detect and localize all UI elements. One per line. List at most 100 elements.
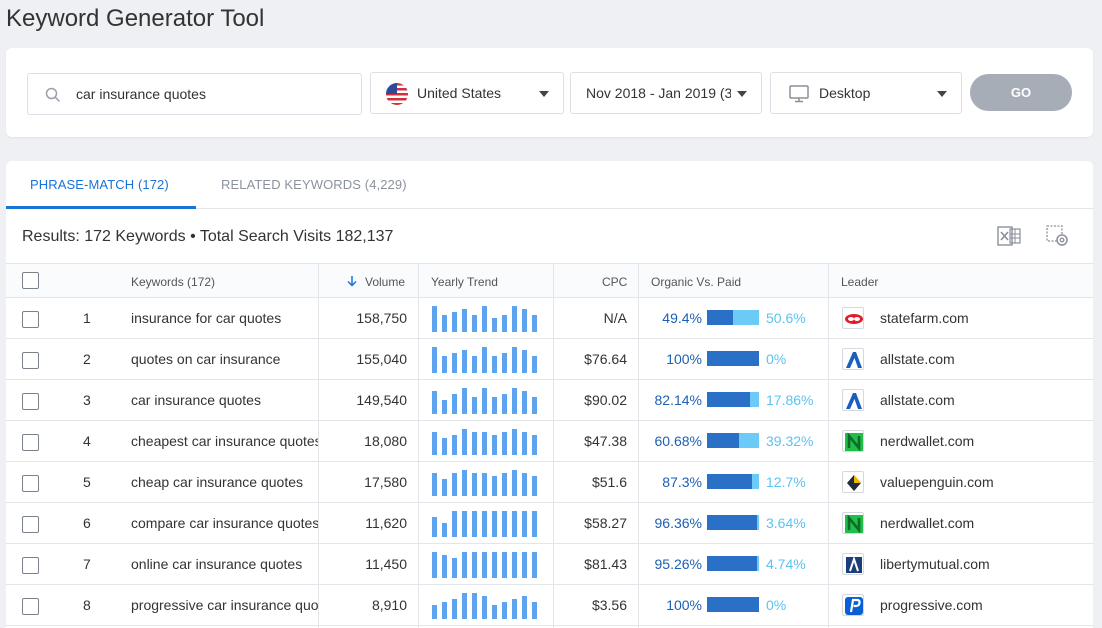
column-header-organic-paid[interactable]: Organic Vs. Paid (651, 275, 742, 289)
cpc-value: $81.43 (584, 556, 627, 572)
trend-bar (482, 473, 487, 496)
keyword-link[interactable]: online car insurance quotes (131, 556, 303, 572)
table-header: Keywords (172) Volume Yearly Trend CPC O… (6, 263, 1093, 298)
column-header-cpc[interactable]: CPC (602, 275, 628, 289)
tab-related-keywords[interactable]: RELATED KEYWORDS (4,229) (221, 177, 407, 192)
trend-bar (432, 391, 437, 414)
table-row[interactable]: 2 quotes on car insurance 155,040 $76.64 100… (6, 339, 1093, 380)
row-checkbox[interactable] (22, 598, 39, 615)
paid-share-bar (733, 310, 759, 325)
keyword-link[interactable]: quotes on car insurance (131, 351, 281, 367)
paid-percent: 0% (766, 597, 787, 613)
country-select[interactable]: United States (370, 72, 564, 114)
organic-share-bar (707, 351, 759, 366)
keyword-link[interactable]: cheap car insurance quotes (131, 474, 303, 490)
row-checkbox[interactable] (22, 311, 39, 328)
trend-bar (512, 347, 517, 373)
trend-bar (442, 400, 447, 414)
tab-phrase-match[interactable]: PHRASE-MATCH (172) (30, 177, 169, 192)
trend-bar (532, 397, 537, 414)
table-settings-icon[interactable] (1046, 224, 1070, 248)
trend-bar (442, 356, 447, 373)
keyword-link[interactable]: insurance for car quotes (131, 310, 282, 326)
volume-value: 17,580 (364, 474, 407, 490)
trend-bar (492, 435, 497, 455)
trend-bar (452, 511, 457, 537)
trend-bar (432, 347, 437, 373)
trend-bar (462, 388, 467, 414)
organic-percent: 49.4% (662, 310, 702, 326)
row-checkbox[interactable] (22, 393, 39, 410)
valuepenguin-logo-icon (842, 471, 864, 493)
leader-domain-link[interactable]: progressive.com (880, 597, 983, 613)
yearly-trend-sparkline (432, 306, 537, 332)
leader-domain-link[interactable]: valuepenguin.com (880, 474, 994, 490)
table-row[interactable]: 6 compare car insurance quotes 11,620 $58.2… (6, 503, 1093, 544)
leader-domain-link[interactable]: nerdwallet.com (880, 433, 975, 449)
keyword-search-box[interactable] (27, 73, 362, 115)
trend-bar (512, 306, 517, 332)
allstate-logo-icon (842, 389, 864, 411)
trend-bar (522, 596, 527, 619)
leader-domain-link[interactable]: allstate.com (880, 351, 955, 367)
trend-bar (512, 552, 517, 578)
row-checkbox[interactable] (22, 352, 39, 369)
leader-domain-link[interactable]: libertymutual.com (880, 556, 990, 572)
organic-percent: 100% (666, 597, 702, 613)
row-number: 7 (83, 556, 91, 572)
trend-bar (492, 511, 497, 537)
progressive-logo-icon (842, 594, 864, 616)
trend-bar (432, 605, 437, 619)
trend-bar (512, 388, 517, 414)
keyword-link[interactable]: cheapest car insurance quotes (131, 433, 319, 449)
table-row[interactable]: 8 progressive car insurance quotes 8,910 $3… (6, 585, 1093, 626)
result-tabs: PHRASE-MATCH (172) RELATED KEYWORDS (4,2… (6, 161, 1093, 209)
table-row[interactable]: 4 cheapest car insurance quotes 18,080 $47.… (6, 421, 1093, 462)
chevron-down-icon (937, 91, 947, 97)
date-range-select[interactable]: Nov 2018 - Jan 2019 (3 months) (570, 72, 762, 114)
table-row[interactable]: 7 online car insurance quotes 11,450 $81.43… (6, 544, 1093, 585)
column-divider (418, 263, 419, 628)
trend-bar (522, 309, 527, 332)
trend-bar (502, 602, 507, 619)
trend-bar (522, 350, 527, 373)
leader-domain-link[interactable]: allstate.com (880, 392, 955, 408)
sort-down-arrow-icon[interactable] (346, 275, 358, 287)
search-panel: United States Nov 2018 - Jan 2019 (3 mon… (6, 48, 1093, 137)
keyword-link[interactable]: compare car insurance quotes (131, 515, 319, 531)
yearly-trend-sparkline (432, 388, 537, 414)
cpc-value: $58.27 (584, 515, 627, 531)
yearly-trend-sparkline (432, 511, 537, 537)
row-checkbox[interactable] (22, 516, 39, 533)
yearly-trend-sparkline (432, 429, 537, 455)
leader-domain-link[interactable]: statefarm.com (880, 310, 969, 326)
paid-percent: 39.32% (766, 433, 814, 449)
column-header-volume[interactable]: Volume (365, 275, 406, 289)
keyword-search-input[interactable] (76, 83, 356, 105)
trend-bar (432, 432, 437, 455)
trend-bar (462, 309, 467, 332)
yearly-trend-sparkline (432, 347, 537, 373)
table-row[interactable]: 5 cheap car insurance quotes 17,580 $51.6 87… (6, 462, 1093, 503)
organic-share-bar (707, 597, 759, 612)
device-select[interactable]: Desktop (770, 72, 962, 114)
keyword-link[interactable]: car insurance quotes (131, 392, 261, 408)
trend-bar (482, 388, 487, 414)
trend-bar (472, 593, 477, 619)
select-all-checkbox[interactable] (22, 272, 39, 289)
trend-bar (432, 473, 437, 496)
table-row[interactable]: 1 insurance for car quotes 158,750 N/A 49.4%… (6, 298, 1093, 339)
column-header-keywords[interactable]: Keywords (172) (131, 275, 216, 289)
go-button[interactable]: GO (970, 74, 1072, 111)
excel-export-icon[interactable] (997, 225, 1021, 247)
trend-bar (442, 523, 447, 537)
row-checkbox[interactable] (22, 557, 39, 574)
keyword-link[interactable]: progressive car insurance quotes (131, 597, 319, 613)
row-checkbox[interactable] (22, 475, 39, 492)
table-row[interactable]: 3 car insurance quotes 149,540 $90.02 82.14%… (6, 380, 1093, 421)
row-checkbox[interactable] (22, 434, 39, 451)
results-summary: Results: 172 Keywords • Total Search Vis… (22, 228, 394, 245)
desktop-icon (789, 85, 809, 103)
organic-share-bar (707, 515, 757, 530)
leader-domain-link[interactable]: nerdwallet.com (880, 515, 975, 531)
